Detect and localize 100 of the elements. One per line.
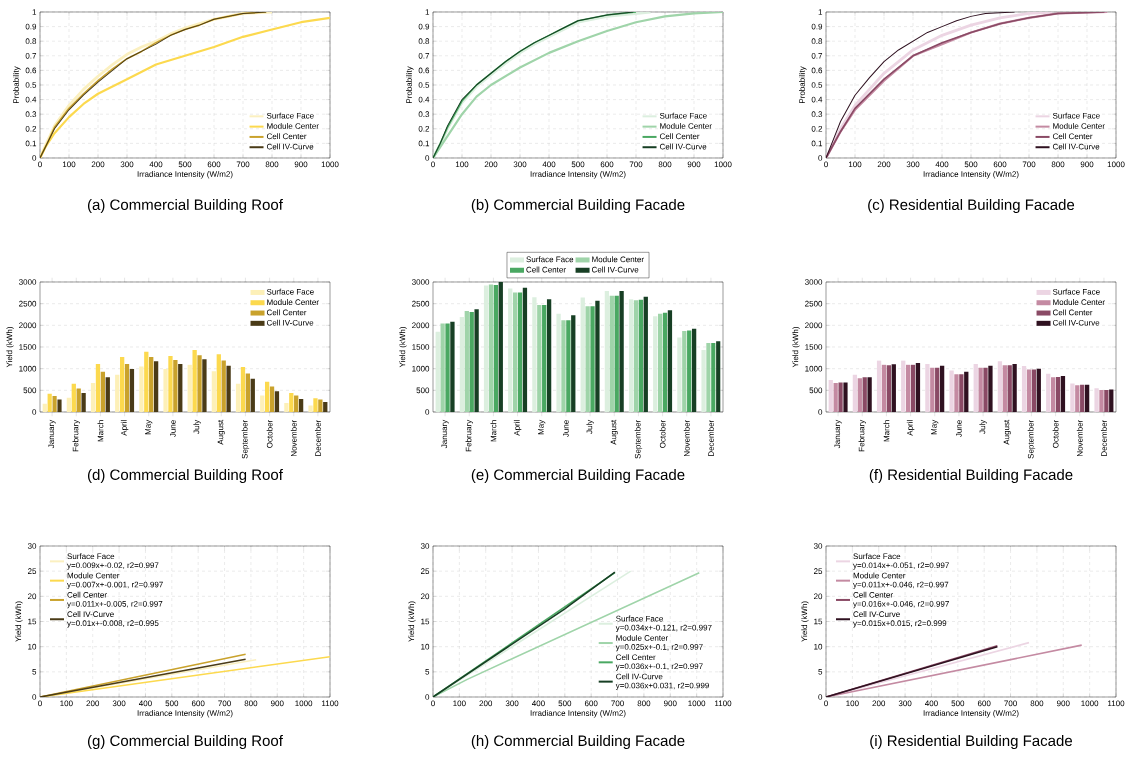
bar <box>590 306 595 412</box>
legend-label: Cell IV-Curve <box>266 319 314 326</box>
y-tick-label: 1500 <box>19 344 37 350</box>
legend-label: Module Center <box>1053 122 1105 129</box>
x-tick-label: July <box>586 419 594 434</box>
y-tick-label: 25 <box>420 568 430 574</box>
annotation: y=0.007x+-0.001, r2=0.997 <box>67 581 163 589</box>
y-tick-label: 5 <box>425 669 430 675</box>
x-tick-label: 200 <box>91 161 105 168</box>
bar <box>464 311 469 412</box>
y-tick-label: 0 <box>818 155 823 161</box>
x-tick-label: 700 <box>236 161 250 168</box>
bar <box>216 354 221 412</box>
bar <box>662 312 668 412</box>
y-tick-label: 0.6 <box>418 67 430 74</box>
bar <box>633 300 639 412</box>
y-tick-label: 0 <box>425 694 430 700</box>
x-tick-label: 300 <box>120 161 134 168</box>
x-tick-label: 600 <box>584 700 598 707</box>
bar <box>930 367 935 412</box>
y-tick-label: 2500 <box>412 300 430 307</box>
y-tick-label: 3000 <box>411 279 430 285</box>
x-tick-label: 600 <box>191 700 205 707</box>
x-tick-label: 100 <box>60 700 73 707</box>
bar <box>313 398 318 412</box>
x-tick-label: January <box>48 419 56 449</box>
y-tick-label: 25 <box>27 568 37 574</box>
x-tick-label: 1000 <box>1107 161 1125 168</box>
x-tick-label: 300 <box>112 700 126 707</box>
legend-label: Cell IV-Curve <box>591 266 639 273</box>
x-tick-label: November <box>1076 419 1083 457</box>
legend-label: Cell Center <box>853 591 893 598</box>
x-tick-label: 1100 <box>322 700 339 707</box>
bar <box>988 365 993 412</box>
bar <box>202 359 207 412</box>
bar <box>910 364 916 412</box>
bar <box>867 377 872 412</box>
bar <box>833 382 838 412</box>
y-tick-label: 0.2 <box>25 125 37 132</box>
bar <box>862 377 867 412</box>
bar <box>628 299 634 412</box>
text: (d) Commercial Building Roof <box>87 469 283 483</box>
bar <box>124 363 130 412</box>
bar <box>240 366 246 412</box>
x-tick-label: 0 <box>38 700 42 707</box>
bar <box>657 313 663 412</box>
y-tick-label: 500 <box>809 387 823 394</box>
bar <box>580 297 585 412</box>
x-tick-label: 0 <box>824 161 828 168</box>
bar <box>105 377 110 412</box>
x-tick-label: August <box>217 419 225 445</box>
y-axis-title: Yield (kWh) <box>6 326 14 368</box>
bar <box>1046 373 1051 412</box>
legend-label: Cell IV-Curve <box>1052 143 1100 150</box>
x-tick-label: November <box>290 419 297 457</box>
bar <box>532 297 537 412</box>
bar <box>149 356 154 412</box>
x-axis-title: Irradiance Intensity (W/m2) <box>530 710 626 718</box>
bar <box>168 356 173 412</box>
bar <box>716 341 721 412</box>
y-tick-label: 30 <box>420 543 430 549</box>
bar <box>66 397 72 412</box>
text: (c) Residential Building Facade <box>868 199 1075 213</box>
x-tick-label: 800 <box>265 161 279 168</box>
bar <box>512 292 518 412</box>
y-tick-label: 0.1 <box>418 140 430 147</box>
bar <box>1021 366 1027 412</box>
bar <box>318 399 323 412</box>
legend-label: Cell IV-Curve <box>616 673 663 680</box>
x-tick-label: 700 <box>629 161 643 168</box>
bar <box>1080 384 1085 412</box>
bar <box>221 360 226 412</box>
annotation: y=0.01x+-0.008, r2=0.995 <box>67 620 159 628</box>
x-tick-label: 1000 <box>714 161 732 168</box>
y-tick-label: 0 <box>32 409 37 415</box>
bar <box>983 367 988 412</box>
bar <box>935 367 940 412</box>
bar <box>1109 389 1114 412</box>
x-axis-title: Irradiance Intensity (W/m2) <box>923 710 1019 718</box>
bar <box>498 282 503 412</box>
x-tick-label: 400 <box>531 700 545 707</box>
bar <box>638 299 644 412</box>
bar <box>445 323 450 412</box>
bar <box>546 299 552 412</box>
bar <box>701 350 706 412</box>
bar <box>891 364 896 412</box>
legend-label: Cell Center <box>1052 133 1093 140</box>
bar <box>978 367 983 412</box>
x-tick-label: 800 <box>637 700 651 707</box>
bar <box>886 365 892 412</box>
x-tick-label: 800 <box>1030 700 1044 707</box>
y-tick-label: 1 <box>818 9 823 15</box>
y-axis-title: Yield (kWh) <box>15 601 23 642</box>
x-axis-title: Irradiance Intensity (W/m2) <box>137 171 233 179</box>
x-tick-label: 800 <box>1051 161 1065 168</box>
text: (h) Commercial Building Facade <box>471 735 685 749</box>
x-tick-label: February <box>465 419 473 452</box>
bar <box>604 291 610 412</box>
bar <box>81 392 86 412</box>
text: (f) Residential Building Facade <box>869 469 1073 483</box>
